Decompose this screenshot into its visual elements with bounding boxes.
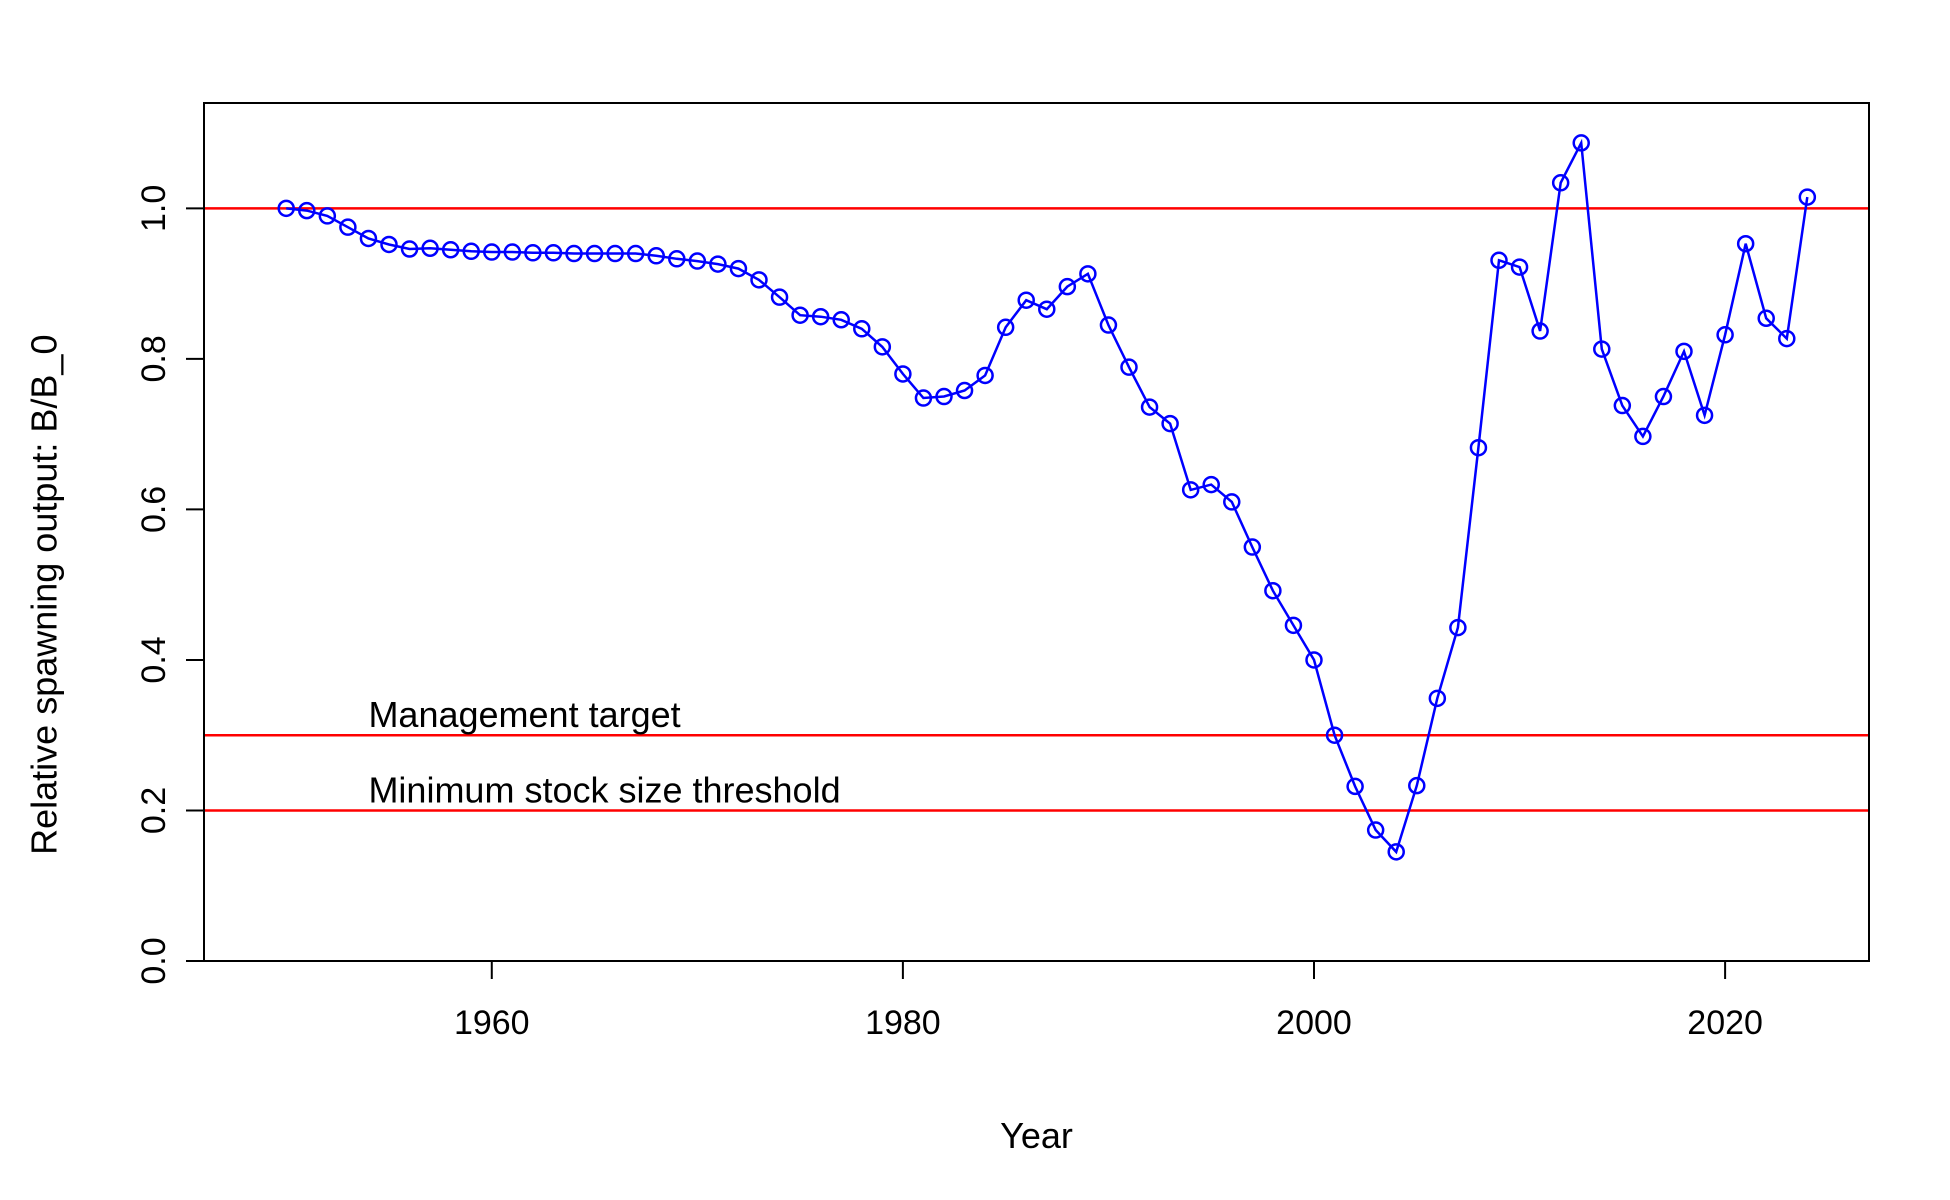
data-point-1988	[1058, 277, 1077, 296]
data-point-1993	[1161, 414, 1179, 433]
data-point-1968	[647, 247, 665, 265]
data-point-2005	[1408, 776, 1426, 795]
data-point-1951	[298, 201, 316, 220]
data-point-1967	[626, 244, 645, 263]
data-point-1987	[1038, 300, 1056, 318]
series-line-0	[286, 138, 1809, 855]
data-point-2020	[1716, 326, 1734, 344]
reference-lines	[204, 207, 1869, 812]
y-tick-label-1: 0.2	[135, 787, 173, 834]
data-point-1961	[503, 243, 522, 261]
data-point-1953	[339, 218, 357, 236]
y-tick-label-0: 0.0	[135, 937, 173, 984]
x-axis-title: Year	[1000, 1115, 1073, 1156]
data-point-2006	[1428, 689, 1447, 708]
data-point-1950	[277, 199, 295, 218]
data-point-2008	[1469, 438, 1488, 457]
data-point-1971	[709, 255, 727, 273]
data-point-1962	[524, 244, 542, 262]
y-tick-label-4: 0.8	[135, 335, 173, 382]
data-point-1992	[1140, 398, 1159, 416]
data-point-1990	[1099, 316, 1118, 334]
data-point-1970	[688, 252, 707, 270]
data-point-1989	[1079, 265, 1097, 283]
data-point-1959	[462, 242, 480, 261]
data-point-2017	[1654, 387, 1673, 406]
data-point-1956	[400, 240, 419, 258]
data-point-1983	[955, 381, 974, 400]
data-point-2015	[1613, 396, 1632, 415]
reference-label-1: Management target	[368, 694, 680, 735]
data-point-1982	[935, 387, 953, 406]
data-point-1957	[421, 239, 439, 258]
x-tick-label-2000: 2000	[1276, 1004, 1352, 1042]
data-point-1986	[1017, 291, 1035, 309]
reference-labels: Management target Minimum stock size thre…	[368, 694, 840, 810]
data-point-1969	[668, 250, 686, 268]
data-point-2024	[1798, 188, 1817, 206]
data-point-1994	[1181, 481, 1200, 499]
data-point-1984	[976, 366, 994, 385]
data-point-1978	[853, 320, 871, 338]
data-point-1985	[996, 318, 1015, 337]
y-tick-label-5: 1.0	[135, 185, 173, 232]
data-point-1974	[770, 288, 789, 306]
data-point-1964	[565, 244, 583, 263]
data-point-2016	[1634, 427, 1652, 446]
data-point-1975	[791, 306, 809, 324]
data-point-2022	[1757, 309, 1775, 328]
data-point-1998	[1264, 581, 1282, 600]
data-point-1952	[318, 207, 337, 225]
data-point-2000	[1305, 651, 1323, 669]
plot-area-border	[203, 102, 1870, 962]
data-point-2007	[1449, 618, 1467, 637]
data-point-1995	[1202, 475, 1220, 494]
data-point-2013	[1572, 134, 1590, 152]
y-axis-title: Relative spawning output: B/B_0	[24, 335, 65, 855]
y-tick-label-2: 0.4	[135, 636, 173, 683]
y-tick-label-3: 0.6	[135, 486, 173, 533]
x-tick-label-1980: 1980	[865, 1004, 941, 1042]
data-point-1996	[1223, 493, 1241, 511]
reference-label-2: Minimum stock size threshold	[368, 769, 840, 810]
data-point-2002	[1346, 777, 1364, 796]
data-point-1979	[873, 338, 892, 356]
y-axis: 0.0 0.2 0.4 0.6 0.8 1.0	[135, 185, 205, 985]
series-layer	[277, 134, 1817, 861]
data-point-1963	[544, 244, 563, 262]
data-point-2011	[1531, 322, 1549, 340]
data-point-2019	[1695, 406, 1714, 425]
data-point-1958	[441, 241, 460, 259]
data-point-2021	[1736, 234, 1755, 253]
data-point-1977	[832, 311, 850, 329]
data-point-2009	[1490, 251, 1508, 270]
data-point-1997	[1243, 538, 1262, 556]
data-point-2004	[1387, 843, 1405, 861]
data-point-1955	[380, 235, 398, 254]
data-point-1960	[483, 243, 501, 261]
data-point-2023	[1778, 329, 1796, 348]
data-point-1991	[1120, 358, 1138, 376]
data-point-1981	[914, 389, 933, 407]
x-tick-label-2020: 2020	[1687, 1004, 1763, 1042]
data-point-2010	[1510, 258, 1529, 276]
data-point-1954	[359, 229, 378, 248]
data-point-1980	[894, 365, 912, 383]
data-point-2012	[1551, 174, 1570, 192]
x-axis: 1960 1980 2000 2020	[454, 960, 1763, 1042]
data-point-2003	[1366, 821, 1385, 839]
data-point-1965	[585, 244, 604, 263]
x-tick-label-1960: 1960	[454, 1004, 530, 1042]
data-point-1973	[750, 271, 768, 289]
data-point-2018	[1675, 342, 1693, 361]
data-point-2014	[1593, 340, 1611, 358]
data-point-1972	[729, 259, 748, 278]
data-point-1999	[1284, 616, 1303, 635]
data-point-1976	[811, 307, 830, 326]
data-point-1966	[606, 244, 624, 263]
data-point-2001	[1325, 726, 1344, 744]
